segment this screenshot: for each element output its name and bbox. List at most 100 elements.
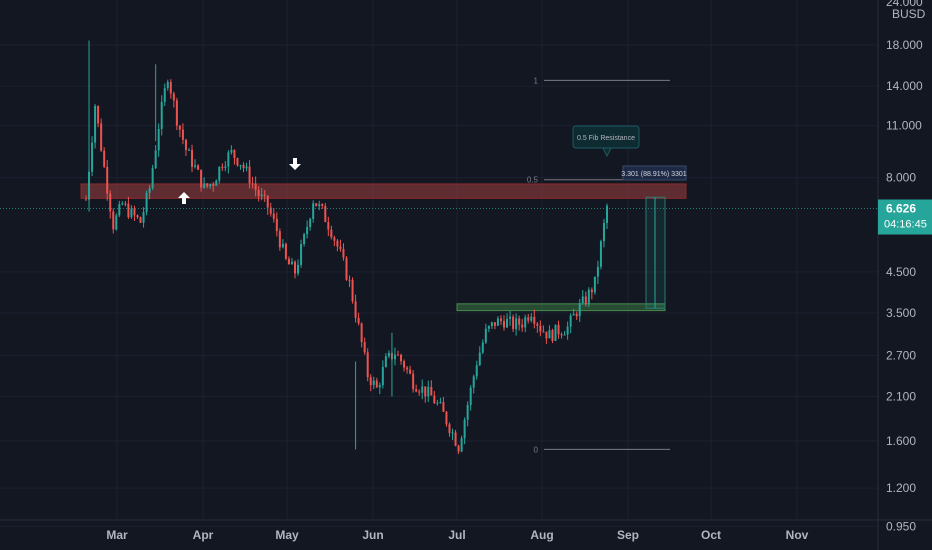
candle-body <box>406 367 409 370</box>
candle-body <box>378 385 381 388</box>
candle-body <box>221 166 224 168</box>
resistance-zone <box>80 183 687 199</box>
candle-body <box>251 183 254 185</box>
candle-body <box>348 279 351 281</box>
candle-body <box>94 105 97 143</box>
candle-body <box>233 149 236 159</box>
candle-body <box>166 81 169 89</box>
candle-body <box>512 316 515 330</box>
candle-body <box>454 432 457 446</box>
candle-body <box>518 318 521 325</box>
countdown-label: 04:16:45 <box>884 219 927 231</box>
y-tick-label: 14.000 <box>886 79 923 93</box>
candle-body <box>300 244 303 265</box>
candle-body <box>263 194 266 196</box>
candle-body <box>315 203 318 207</box>
candle-body <box>357 317 360 324</box>
candle-body <box>242 164 245 169</box>
candle-body <box>194 165 197 167</box>
support-zone <box>456 303 666 312</box>
candle-body <box>266 195 269 208</box>
candle-body <box>596 266 599 277</box>
candle-body <box>412 373 415 390</box>
candle-body <box>254 183 257 190</box>
measure-label: 3.301 (88.91%) 3301 <box>621 171 686 178</box>
candle-body <box>284 243 287 259</box>
candle-body <box>85 199 87 201</box>
candle-body <box>109 193 112 212</box>
candle-body <box>466 405 469 420</box>
candle-body <box>575 313 578 317</box>
candle-body <box>306 227 309 235</box>
candle-body <box>318 204 321 207</box>
candle-body <box>521 324 524 328</box>
x-tick-label: May <box>275 528 299 542</box>
candle-body <box>460 438 463 452</box>
candle-body <box>118 204 121 216</box>
candle-body <box>448 424 451 433</box>
candle-body <box>154 150 157 169</box>
candles <box>85 40 608 454</box>
callout-text: 0.5 Fib Resistance <box>577 135 635 142</box>
candle-body <box>112 211 115 230</box>
candle-body <box>309 218 312 228</box>
y-tick-label: 2.700 <box>886 348 916 362</box>
candle-body <box>236 158 239 166</box>
arrow-down-icon <box>289 158 301 170</box>
candle-body <box>536 323 539 326</box>
last-price-badge <box>878 199 932 235</box>
candle-body <box>421 386 424 393</box>
candle-body <box>484 328 487 343</box>
candle-body <box>354 301 357 318</box>
candle-body <box>393 354 396 360</box>
candle-body <box>593 276 596 293</box>
candle-body <box>384 356 387 367</box>
candle-body <box>303 234 306 245</box>
candle-body <box>499 318 502 321</box>
candle-body <box>275 218 278 232</box>
zones <box>80 183 687 312</box>
x-tick-label: Nov <box>786 528 809 542</box>
candle-body <box>439 402 442 404</box>
candle-body <box>493 322 496 326</box>
candle-body <box>339 246 342 249</box>
candle-body <box>572 313 575 316</box>
candle-body <box>400 354 403 362</box>
candle-body <box>115 215 118 230</box>
candle-body <box>451 432 454 434</box>
candle-body <box>148 188 151 193</box>
candle-body <box>191 149 194 167</box>
candle-body <box>342 248 345 258</box>
candle-body <box>133 208 136 216</box>
candle-body <box>215 180 218 186</box>
candle-body <box>403 361 406 368</box>
candle-body <box>181 129 184 140</box>
candle-body <box>527 317 530 321</box>
candle-body <box>442 402 445 412</box>
candle-body <box>160 101 163 129</box>
candle-body <box>372 380 375 386</box>
time-axis[interactable]: Mar Apr May Jun Jul Aug Sep Oct Nov <box>106 528 808 542</box>
candle-body <box>587 289 590 305</box>
candle-body <box>269 207 272 214</box>
candle-body <box>457 445 460 452</box>
candle-body <box>100 123 103 151</box>
x-tick-label: Oct <box>701 528 721 542</box>
callout-pointer <box>602 147 612 158</box>
candle-body <box>545 331 548 339</box>
candle-body <box>345 257 348 280</box>
resistance-arrow <box>289 158 301 170</box>
candle-body <box>396 354 399 356</box>
candle-body <box>578 303 581 317</box>
candle-body <box>606 205 608 223</box>
candle-body <box>333 237 336 241</box>
candle-body <box>163 88 166 102</box>
y-tick-label-top: 24.000 <box>886 0 923 9</box>
candle-body <box>230 149 233 153</box>
candle-body <box>245 166 248 169</box>
candle-body <box>294 261 297 274</box>
candle-body <box>91 142 94 172</box>
candle-body <box>178 125 181 130</box>
price-axis[interactable]: 18.000 14.000 11.000 8.000 4.500 3.500 2.700 2.… <box>878 0 932 533</box>
